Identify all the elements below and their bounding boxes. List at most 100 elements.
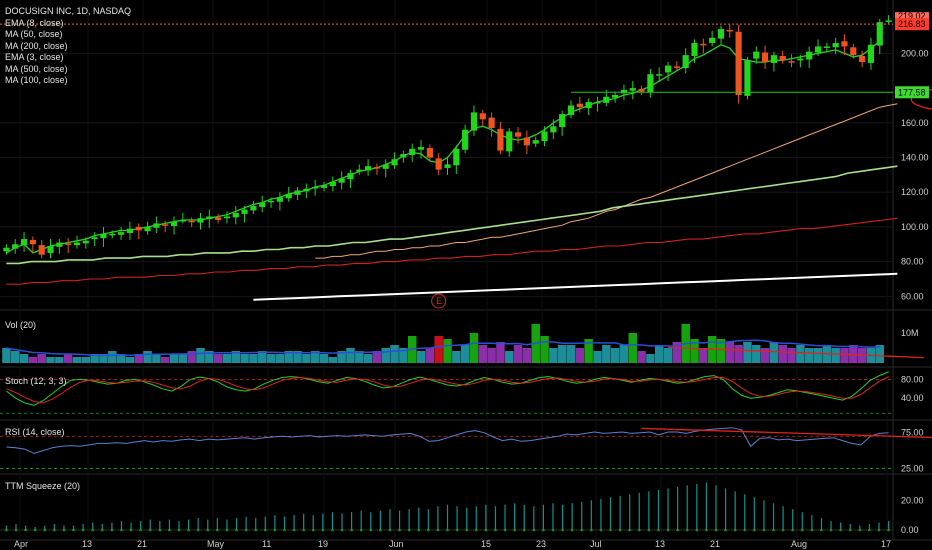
candle-body[interactable] bbox=[797, 58, 804, 61]
volume-bar[interactable] bbox=[654, 345, 664, 363]
volume-bar[interactable] bbox=[355, 351, 364, 363]
candle-body[interactable] bbox=[770, 55, 777, 63]
candle-body[interactable] bbox=[135, 226, 142, 231]
volume-bar[interactable] bbox=[55, 357, 64, 363]
candle-body[interactable] bbox=[638, 88, 645, 92]
volume-bar[interactable] bbox=[549, 348, 558, 363]
volume-bar[interactable] bbox=[540, 336, 549, 363]
candle-body[interactable] bbox=[726, 29, 733, 32]
candle-body[interactable] bbox=[118, 232, 125, 235]
candle-body[interactable] bbox=[761, 52, 769, 63]
candle-body[interactable] bbox=[682, 55, 689, 69]
volume-bar[interactable] bbox=[566, 345, 576, 363]
volume-bar[interactable] bbox=[575, 348, 585, 363]
candle-body[interactable] bbox=[603, 96, 610, 103]
volume-bar[interactable] bbox=[116, 354, 126, 363]
candle-body[interactable] bbox=[20, 239, 28, 246]
volume-bar[interactable] bbox=[258, 351, 267, 363]
volume-bar[interactable] bbox=[275, 354, 285, 363]
ttm-squeeze-pane[interactable] bbox=[0, 482, 893, 532]
candle-body[interactable] bbox=[65, 243, 72, 245]
candle-body[interactable] bbox=[188, 220, 195, 223]
candle-body[interactable] bbox=[303, 188, 310, 192]
candle-body[interactable] bbox=[506, 131, 513, 152]
volume-bar[interactable] bbox=[602, 345, 611, 363]
volume-bar[interactable] bbox=[240, 354, 249, 363]
candle-body[interactable] bbox=[338, 178, 345, 183]
volume-bar[interactable] bbox=[699, 348, 708, 363]
volume-bar[interactable] bbox=[337, 351, 346, 363]
candle-body[interactable] bbox=[417, 147, 425, 150]
candle-body[interactable] bbox=[744, 60, 751, 96]
candle-body[interactable] bbox=[215, 217, 222, 220]
candle-body[interactable] bbox=[841, 41, 848, 47]
candle-body[interactable] bbox=[276, 197, 283, 202]
volume-pane[interactable] bbox=[2, 324, 924, 363]
volume-bar[interactable] bbox=[310, 351, 320, 363]
volume-bar[interactable] bbox=[505, 351, 514, 363]
candle-body[interactable] bbox=[329, 181, 336, 187]
volume-bar[interactable] bbox=[178, 354, 188, 363]
volume-bar[interactable] bbox=[513, 345, 523, 363]
candle-body[interactable] bbox=[647, 74, 654, 93]
volume-bar[interactable] bbox=[328, 357, 338, 363]
candle-body[interactable] bbox=[629, 88, 636, 91]
candle-body[interactable] bbox=[885, 20, 892, 22]
volume-bar[interactable] bbox=[646, 354, 655, 363]
candle-body[interactable] bbox=[585, 101, 592, 109]
candle-body[interactable] bbox=[541, 131, 548, 142]
candle-body[interactable] bbox=[232, 213, 239, 218]
candle-body[interactable] bbox=[365, 166, 372, 171]
candle-body[interactable] bbox=[109, 233, 116, 236]
candle-body[interactable] bbox=[153, 223, 160, 228]
volume-bar[interactable] bbox=[81, 357, 91, 363]
candle-body[interactable] bbox=[709, 37, 716, 43]
candle-body[interactable] bbox=[56, 242, 63, 247]
volume-bar[interactable] bbox=[813, 348, 823, 363]
candle-body[interactable] bbox=[823, 46, 830, 48]
volume-bar[interactable] bbox=[557, 345, 567, 363]
legend-ma500[interactable]: MA (500, close) bbox=[5, 63, 68, 74]
volume-pane-label[interactable]: Vol (20) bbox=[5, 320, 37, 330]
stochastic-pane[interactable] bbox=[0, 371, 893, 414]
candle-body[interactable] bbox=[250, 206, 257, 211]
volume-bar[interactable] bbox=[196, 348, 205, 363]
candle-body[interactable] bbox=[832, 42, 839, 48]
volume-bar[interactable] bbox=[99, 354, 108, 363]
volume-bar[interactable] bbox=[187, 351, 196, 363]
volume-bar[interactable] bbox=[2, 348, 11, 363]
candle-body[interactable] bbox=[400, 154, 407, 158]
candle-body[interactable] bbox=[700, 43, 707, 46]
volume-bar[interactable] bbox=[443, 339, 452, 363]
candle-body[interactable] bbox=[523, 137, 530, 146]
candle-body[interactable] bbox=[814, 46, 822, 53]
candle-body[interactable] bbox=[876, 22, 883, 46]
candle-body[interactable] bbox=[453, 148, 460, 166]
volume-bar[interactable] bbox=[584, 339, 593, 363]
volume-bar[interactable] bbox=[796, 345, 805, 363]
volume-bar[interactable] bbox=[452, 351, 461, 363]
candle-body[interactable] bbox=[100, 233, 107, 239]
volume-bar[interactable] bbox=[416, 351, 426, 363]
volume-bar[interactable] bbox=[231, 351, 241, 363]
candle-body[interactable] bbox=[664, 65, 672, 73]
stoch-pane-label[interactable]: Stoch (12, 3, 3) bbox=[5, 376, 67, 386]
volume-bar[interactable] bbox=[249, 354, 258, 363]
volume-bar[interactable] bbox=[46, 357, 55, 363]
candle-body[interactable] bbox=[576, 103, 583, 108]
volume-bar[interactable] bbox=[284, 351, 293, 363]
candle-body[interactable] bbox=[567, 105, 575, 115]
volume-bar[interactable] bbox=[346, 348, 355, 363]
volume-bar[interactable] bbox=[293, 351, 302, 363]
legend-ma100[interactable]: MA (100, close) bbox=[5, 75, 68, 85]
volume-bar[interactable] bbox=[425, 348, 435, 363]
volume-bar[interactable] bbox=[716, 339, 726, 363]
volume-bar[interactable] bbox=[769, 342, 779, 363]
candle-body[interactable] bbox=[259, 202, 266, 207]
candle-body[interactable] bbox=[594, 101, 601, 104]
candle-body[interactable] bbox=[170, 221, 178, 227]
candle-body[interactable] bbox=[12, 244, 19, 249]
candle-body[interactable] bbox=[612, 95, 619, 98]
candle-body[interactable] bbox=[294, 190, 301, 195]
candle-body[interactable] bbox=[426, 147, 433, 158]
